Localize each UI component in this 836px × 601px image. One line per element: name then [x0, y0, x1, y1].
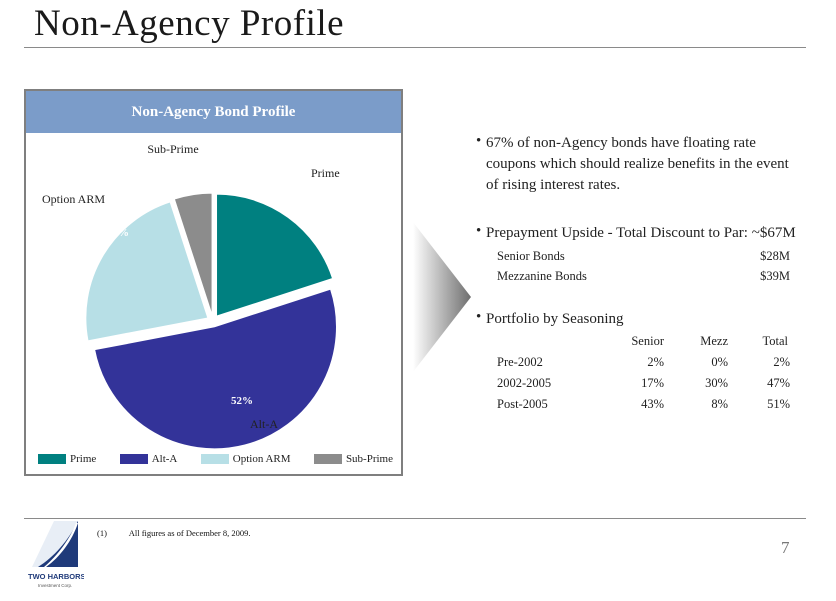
page-number: 7 — [781, 538, 790, 557]
table-cell: 30% — [705, 376, 728, 390]
row-label: Post-2005 — [497, 397, 548, 411]
table-cell: 2% — [647, 355, 664, 369]
table-cell: 17% — [641, 376, 664, 390]
logo-text: TWO HARBORS — [28, 572, 84, 581]
slice-percent-label: 23% — [107, 227, 129, 239]
slice-name-label: Sub-Prime — [147, 142, 198, 156]
bullet-dot-icon: • — [476, 309, 482, 325]
title-divider — [24, 47, 806, 48]
legend-item: Prime — [38, 453, 96, 465]
bullet-floating-rate: • 67% of non-Agency bonds have floating r… — [476, 133, 789, 196]
legend-swatch — [119, 454, 148, 464]
two-harbors-logo: TWO HARBORS Investment Corp. — [28, 521, 84, 588]
legend-swatch — [38, 454, 66, 464]
table-cell: 43% — [641, 397, 664, 411]
logo-subtext: Investment Corp. — [38, 583, 72, 588]
bullet-dot-icon: • — [476, 133, 482, 149]
legend-item: Sub-Prime — [313, 453, 393, 465]
bullet-text-line: Portfolio by Seasoning — [486, 311, 624, 327]
bullet-text-line: of rising interest rates. — [486, 177, 621, 193]
slice-percent-label: 20% — [271, 190, 293, 202]
chart-panel: Non-Agency Bond Profile 20% Prime 52% Alt-A… — [24, 89, 403, 476]
row-label: Senior Bonds — [497, 249, 565, 263]
column-header: Senior — [631, 334, 664, 348]
legend-label: Prime — [70, 453, 97, 465]
bullet-text-line: coupons which should realize benefits in… — [486, 156, 789, 172]
bullet-prepayment: • Prepayment Upside - Total Discount to P… — [476, 223, 796, 244]
bullet-text-line: 67% of non-Agency bonds have floating ra… — [486, 135, 756, 151]
pie-chart: 20% Prime 52% Alt-A 23% Option ARM 5% Sub-Prime — [42, 142, 340, 450]
legend-swatch — [313, 454, 342, 464]
row-label: Pre-2002 — [497, 355, 543, 369]
pie-slice-prime — [216, 193, 334, 317]
legend-swatch — [200, 454, 229, 464]
table-cell: 0% — [711, 355, 728, 369]
pie-slice-alt-a — [94, 288, 337, 450]
legend-label: Alt-A — [151, 453, 178, 465]
legend-item: Option ARM — [200, 453, 291, 465]
bullet-seasoning: • Portfolio by Seasoning — [476, 309, 624, 330]
row-value: $39M — [760, 269, 790, 283]
table-cell: 2% — [773, 355, 790, 369]
footnote: (1) All figures as of December 8, 2009. — [97, 528, 251, 538]
pie-slice-sub-prime — [173, 192, 213, 316]
footer-divider — [24, 518, 806, 519]
table-cell: 51% — [767, 397, 790, 411]
slice-percent-label: 5% — [190, 167, 207, 179]
row-value: $28M — [760, 249, 790, 263]
slice-name-label: Prime — [311, 166, 340, 180]
bullet-dot-icon: • — [476, 223, 482, 239]
footnote-text: All figures as of December 8, 2009. — [128, 528, 251, 538]
legend-item: Alt-A — [119, 453, 178, 465]
slice-name-label: Option ARM — [42, 192, 105, 206]
pie-slice-option-arm — [85, 201, 209, 342]
row-label: Mezzanine Bonds — [497, 269, 587, 283]
page-title: Non-Agency Profile — [34, 3, 345, 44]
legend-label: Sub-Prime — [345, 453, 393, 465]
chart-legend: Prime Alt-A Option ARM Sub-Prime — [38, 452, 393, 466]
row-label: 2002-2005 — [497, 376, 552, 390]
chart-header: Non-Agency Bond Profile — [26, 91, 401, 133]
legend-label: Option ARM — [232, 453, 291, 465]
slice-percent-label: 52% — [231, 395, 253, 407]
column-header: Total — [762, 334, 788, 348]
bullet-text-line: Prepayment Upside - Total Discount to Pa… — [486, 225, 796, 241]
table-cell: 47% — [767, 376, 790, 390]
slice-name-label: Alt-A — [250, 417, 278, 431]
table-cell: 8% — [711, 397, 728, 411]
arrow-right-icon — [413, 222, 471, 372]
column-header: Mezz — [700, 334, 728, 348]
footnote-number: (1) — [97, 528, 107, 538]
